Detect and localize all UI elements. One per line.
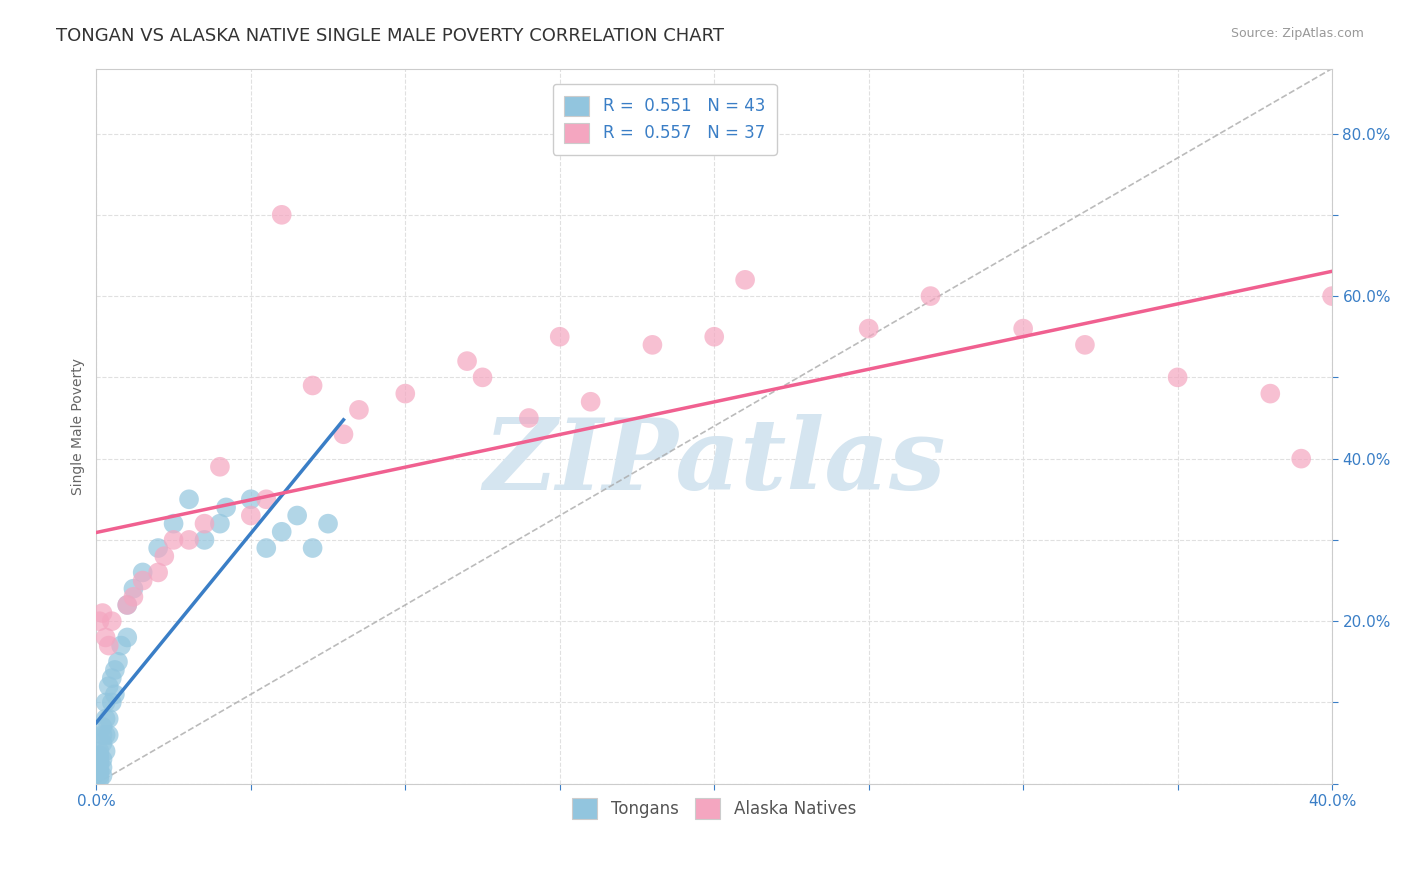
- Point: [89, 764, 111, 779]
- Point: [91, 720, 114, 734]
- Point: [97, 728, 120, 742]
- Point: [94, 712, 117, 726]
- Point: [177, 492, 200, 507]
- Point: [146, 541, 169, 555]
- Point: [91, 752, 114, 766]
- Point: [734, 273, 756, 287]
- Point: [97, 679, 120, 693]
- Point: [858, 321, 880, 335]
- Point: [94, 696, 117, 710]
- Point: [347, 402, 370, 417]
- Point: [122, 582, 145, 596]
- Point: [122, 590, 145, 604]
- Point: [215, 500, 238, 515]
- Point: [254, 541, 277, 555]
- Point: [270, 524, 292, 539]
- Y-axis label: Single Male Poverty: Single Male Poverty: [72, 358, 86, 495]
- Point: [1012, 321, 1035, 335]
- Point: [107, 655, 129, 669]
- Point: [301, 541, 323, 555]
- Point: [254, 492, 277, 507]
- Point: [89, 769, 111, 783]
- Point: [89, 748, 111, 763]
- Point: [97, 639, 120, 653]
- Text: ZIPatlas: ZIPatlas: [484, 414, 945, 510]
- Point: [1167, 370, 1189, 384]
- Point: [101, 671, 124, 685]
- Point: [89, 752, 111, 766]
- Point: [162, 516, 184, 531]
- Point: [97, 712, 120, 726]
- Point: [91, 606, 114, 620]
- Text: Source: ZipAtlas.com: Source: ZipAtlas.com: [1230, 27, 1364, 40]
- Point: [641, 338, 664, 352]
- Point: [117, 598, 139, 612]
- Point: [177, 533, 200, 547]
- Point: [101, 696, 124, 710]
- Point: [285, 508, 308, 523]
- Point: [1320, 289, 1343, 303]
- Point: [579, 394, 602, 409]
- Point: [517, 411, 540, 425]
- Point: [208, 459, 231, 474]
- Point: [89, 772, 111, 787]
- Point: [208, 516, 231, 531]
- Point: [162, 533, 184, 547]
- Point: [89, 756, 111, 771]
- Point: [548, 329, 571, 343]
- Point: [193, 516, 215, 531]
- Point: [91, 769, 114, 783]
- Legend: Tongans, Alaska Natives: Tongans, Alaska Natives: [565, 792, 863, 825]
- Point: [703, 329, 725, 343]
- Point: [456, 354, 478, 368]
- Point: [920, 289, 942, 303]
- Point: [471, 370, 494, 384]
- Point: [394, 386, 416, 401]
- Point: [101, 614, 124, 628]
- Point: [131, 566, 153, 580]
- Point: [153, 549, 176, 564]
- Point: [104, 687, 127, 701]
- Point: [270, 208, 292, 222]
- Point: [117, 598, 139, 612]
- Point: [1289, 451, 1312, 466]
- Point: [94, 728, 117, 742]
- Point: [91, 736, 114, 750]
- Point: [89, 760, 111, 774]
- Point: [131, 574, 153, 588]
- Point: [104, 663, 127, 677]
- Point: [193, 533, 215, 547]
- Point: [94, 744, 117, 758]
- Point: [89, 744, 111, 758]
- Point: [91, 760, 114, 774]
- Point: [91, 728, 114, 742]
- Point: [117, 631, 139, 645]
- Point: [1074, 338, 1097, 352]
- Point: [1258, 386, 1281, 401]
- Point: [94, 631, 117, 645]
- Text: TONGAN VS ALASKA NATIVE SINGLE MALE POVERTY CORRELATION CHART: TONGAN VS ALASKA NATIVE SINGLE MALE POVE…: [56, 27, 724, 45]
- Point: [316, 516, 339, 531]
- Point: [146, 566, 169, 580]
- Point: [239, 492, 262, 507]
- Point: [332, 427, 354, 442]
- Point: [301, 378, 323, 392]
- Point: [239, 508, 262, 523]
- Point: [89, 614, 111, 628]
- Point: [110, 639, 132, 653]
